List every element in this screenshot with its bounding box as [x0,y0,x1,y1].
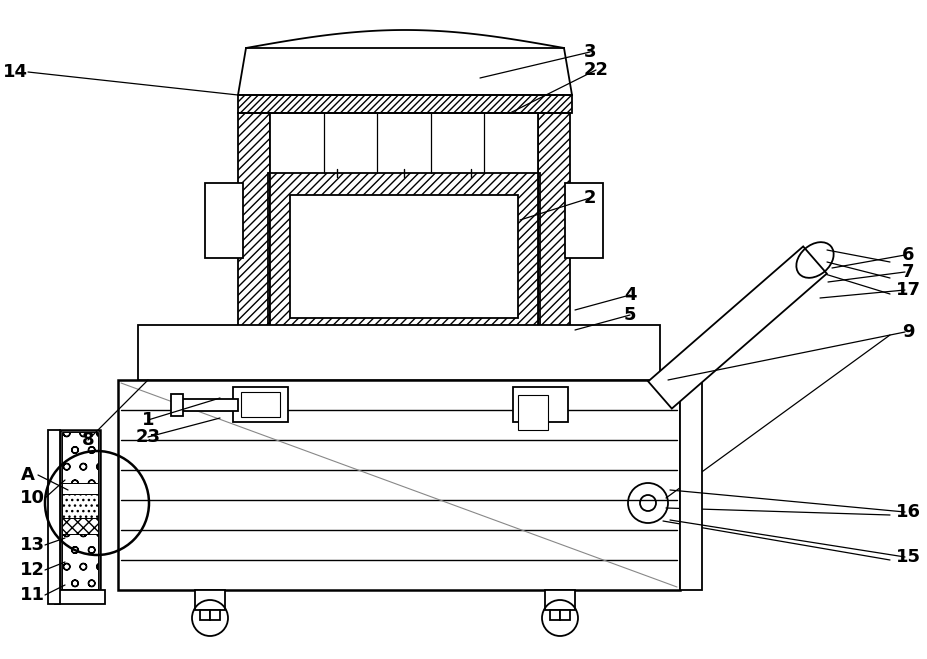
Bar [560,610,570,620]
Bar [171,394,183,416]
Bar [550,610,560,620]
Bar [241,392,280,417]
Bar [233,387,288,422]
Bar [62,534,98,588]
Bar [238,95,572,113]
Text: 11: 11 [19,586,44,604]
Text: 23: 23 [135,428,160,446]
Text: 9: 9 [902,323,914,341]
Polygon shape [238,48,572,95]
Bar [62,519,98,534]
Bar [680,380,702,590]
Bar [513,387,568,422]
Bar [565,183,603,258]
Bar [62,483,98,494]
Text: 1: 1 [142,411,154,429]
Bar [200,610,210,620]
Text: 13: 13 [19,536,44,554]
Text: A: A [21,466,35,484]
Bar [538,113,570,340]
Bar [518,395,548,430]
Bar [195,590,225,610]
Polygon shape [648,246,827,409]
Bar [238,340,270,395]
Bar [60,430,100,590]
Bar [118,380,680,590]
Bar [55,590,105,604]
Text: 2: 2 [584,189,596,207]
Bar [205,183,243,258]
Bar [178,399,238,411]
Bar [62,432,98,483]
Text: 14: 14 [3,63,28,81]
Bar [270,113,538,340]
Bar [268,173,540,340]
Bar [48,430,60,604]
Bar [538,340,570,395]
Text: 5: 5 [624,306,636,324]
Text: 15: 15 [895,548,921,566]
Text: 12: 12 [19,561,44,579]
Bar [290,195,518,318]
Bar [545,590,575,610]
Text: 8: 8 [82,431,95,449]
Text: 10: 10 [19,489,44,507]
Text: 22: 22 [583,61,608,79]
Text: 7: 7 [902,263,914,281]
Bar [62,494,98,519]
Text: 3: 3 [584,43,596,61]
Bar [238,113,270,340]
Bar [138,325,660,380]
Text: 6: 6 [902,246,914,264]
Text: 17: 17 [895,281,921,299]
Bar [210,610,220,620]
Text: 4: 4 [624,286,636,304]
Text: 16: 16 [895,503,921,521]
